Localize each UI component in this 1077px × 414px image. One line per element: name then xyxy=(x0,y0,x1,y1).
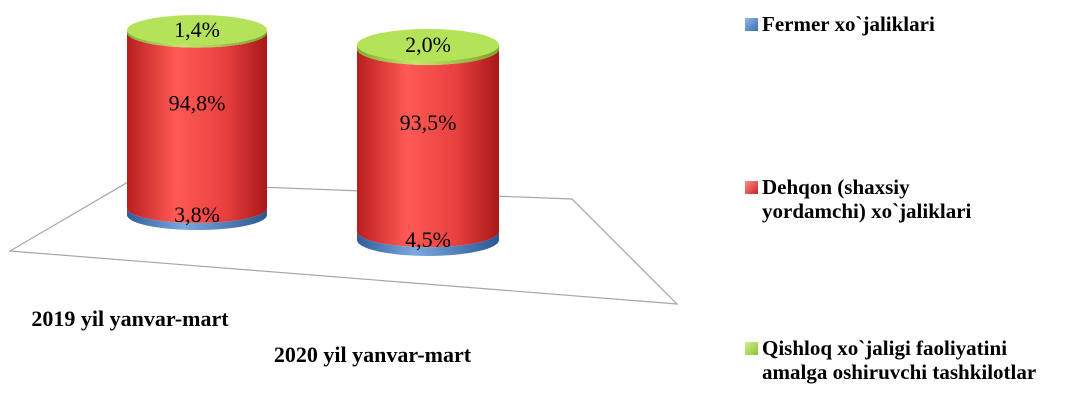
category-label-0: 2019 yil yanvar-mart xyxy=(31,306,229,331)
data-label-fermer-0: 3,8% xyxy=(174,202,220,227)
bar-dehqon-0 xyxy=(127,32,267,223)
legend-swatch-red xyxy=(745,181,758,194)
bar-top-0 xyxy=(127,15,267,45)
bar-tashkilotlar-0 xyxy=(127,30,267,48)
data-label-fermer-1: 4,5% xyxy=(405,227,451,252)
category-label-1: 2020 yil yanvar-mart xyxy=(273,342,472,367)
legend-label: Qishloq xo`jaligi faoliyatini amalga osh… xyxy=(762,336,1037,384)
legend-item-dehqon: Dehqon (shaxsiy yordamchi) xo`jaliklari xyxy=(745,175,1015,223)
bar-fermer-0 xyxy=(127,207,267,230)
bar-dehqon-1 xyxy=(357,48,499,248)
chart-floor xyxy=(8,181,679,305)
legend-swatch-blue xyxy=(745,18,758,31)
bar-tashkilotlar-1 xyxy=(357,45,499,65)
chart-plot: 3,8% 94,8% 1,4% 4,5% 93,5% 2,0% xyxy=(8,15,679,305)
data-label-tashkilotlar-0: 1,4% xyxy=(174,17,220,42)
legend-item-fermer: Fermer xo`jaliklari xyxy=(745,12,1065,36)
data-label-tashkilotlar-1: 2,0% xyxy=(405,32,451,57)
legend-label: Dehqon (shaxsiy yordamchi) xo`jaliklari xyxy=(762,175,972,223)
legend-swatch-green xyxy=(745,342,758,355)
data-label-dehqon-1: 93,5% xyxy=(400,110,457,135)
data-label-dehqon-0: 94,8% xyxy=(169,90,226,115)
bar-top-1 xyxy=(357,29,499,61)
bar-fermer-1 xyxy=(357,231,499,256)
legend-label: Fermer xo`jaliklari xyxy=(762,12,935,36)
legend-item-tashkilotlar: Qishloq xo`jaligi faoliyatini amalga osh… xyxy=(745,336,1075,384)
